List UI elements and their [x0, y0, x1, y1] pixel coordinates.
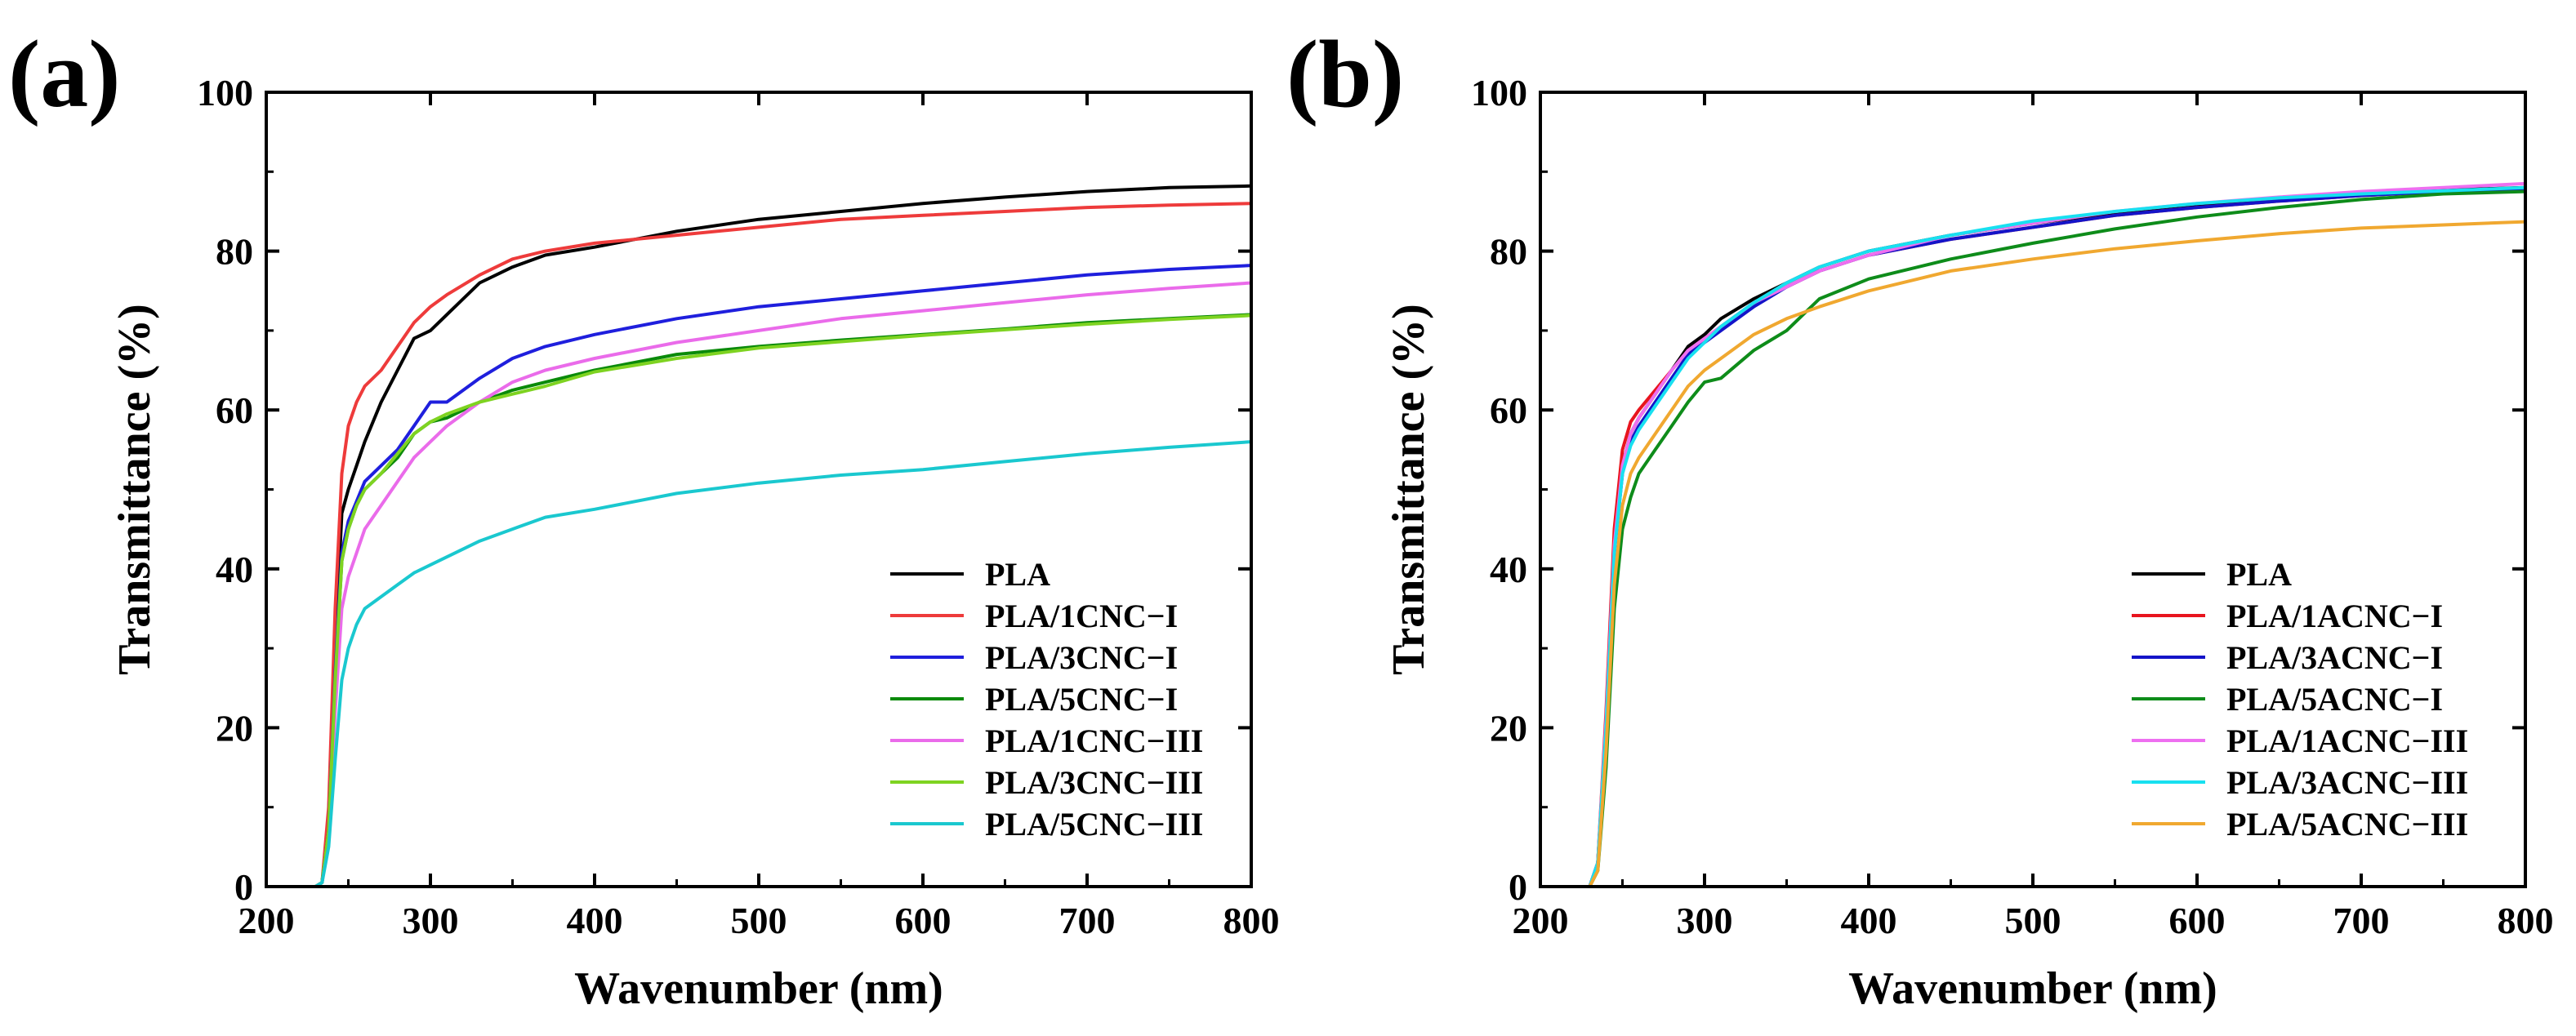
y-tick-label: 20 — [216, 707, 253, 749]
y-tick-label: 80 — [1490, 231, 1527, 273]
x-tick-label: 700 — [2333, 900, 2390, 941]
y-tick-label: 100 — [1471, 72, 1527, 113]
y-tick-label: 20 — [1490, 707, 1527, 749]
legend-label: PLA/5ACNC−I — [2226, 681, 2443, 718]
series-line-2 — [266, 202, 1251, 887]
series-line-7 — [1540, 220, 2525, 887]
y-tick-label: 40 — [216, 549, 253, 590]
legend-label: PLA/5CNC−III — [985, 806, 1203, 843]
x-tick-label: 200 — [238, 900, 295, 941]
series-line-6 — [266, 313, 1251, 887]
x-axis-title: Wavenumber (nm) — [574, 963, 943, 1014]
legend: PLA PLA/1CNC−I PLA/3CNC−I PLA/5CNC−I PLA/1CN… — [890, 556, 1203, 843]
x-tick-label: 200 — [1513, 900, 1569, 941]
legend-label: PLA/1ACNC−I — [2226, 598, 2443, 634]
x-tick-label: 800 — [2498, 900, 2554, 941]
y-tick-label: 80 — [216, 231, 253, 273]
panel-label: (b) — [1286, 20, 1404, 127]
y-tick-label: 0 — [1509, 866, 1527, 908]
y-tick-label: 0 — [234, 866, 253, 908]
y-axis-title: Transmittance (%) — [109, 304, 160, 675]
x-tick-label: 700 — [1059, 900, 1116, 941]
legend-label: PLA/3CNC−I — [985, 639, 1178, 676]
series-lines — [1540, 181, 2525, 887]
y-axis-title: Transmittance (%) — [1384, 304, 1434, 675]
x-tick-label: 300 — [1677, 900, 1733, 941]
panel-label: (a) — [8, 20, 121, 127]
series-lines — [266, 184, 1251, 887]
y-tick-label: 60 — [216, 389, 253, 431]
x-tick-label: 800 — [1223, 900, 1280, 941]
legend: PLA PLA/1ACNC−I PLA/3ACNC−I PLA/5ACNC−I PLA/… — [2132, 556, 2468, 843]
x-tick-label: 600 — [2169, 900, 2226, 941]
legend-label: PLA/1CNC−I — [985, 598, 1178, 634]
legend-label: PLA/1CNC−III — [985, 723, 1203, 759]
legend-label: PLA/3ACNC−I — [2226, 639, 2443, 676]
legend-label: PLA/5ACNC−III — [2226, 806, 2468, 843]
legend-label: PLA — [985, 556, 1050, 593]
legend-label: PLA/3ACNC−III — [2226, 764, 2468, 801]
x-tick-label: 400 — [567, 900, 623, 941]
series-line-5 — [266, 281, 1251, 887]
series-line-7 — [266, 440, 1251, 887]
legend-label: PLA/5CNC−I — [985, 681, 1178, 718]
legend-label: PLA/3CNC−III — [985, 764, 1203, 801]
legend-label: PLA — [2226, 556, 2292, 593]
legend-label: PLA/1ACNC−III — [2226, 723, 2468, 759]
panel-b: (b) 200 300 400 500 600 700 800 0 20 40 60 80 100 Wave… — [1286, 20, 2554, 1014]
x-tick-label: 600 — [895, 900, 952, 941]
y-tick-label: 40 — [1490, 549, 1527, 590]
panel-a: (a) 200 300 400 500 600 700 800 0 20 40 60 80 100 Wave… — [8, 20, 1280, 1014]
x-tick-label: 300 — [403, 900, 459, 941]
x-tick-label: 500 — [2005, 900, 2061, 941]
y-tick-label: 60 — [1490, 389, 1527, 431]
x-tick-label: 500 — [731, 900, 787, 941]
x-axis-title: Wavenumber (nm) — [1848, 963, 2217, 1014]
x-tick-label: 400 — [1841, 900, 1897, 941]
y-tick-label: 100 — [197, 72, 253, 113]
